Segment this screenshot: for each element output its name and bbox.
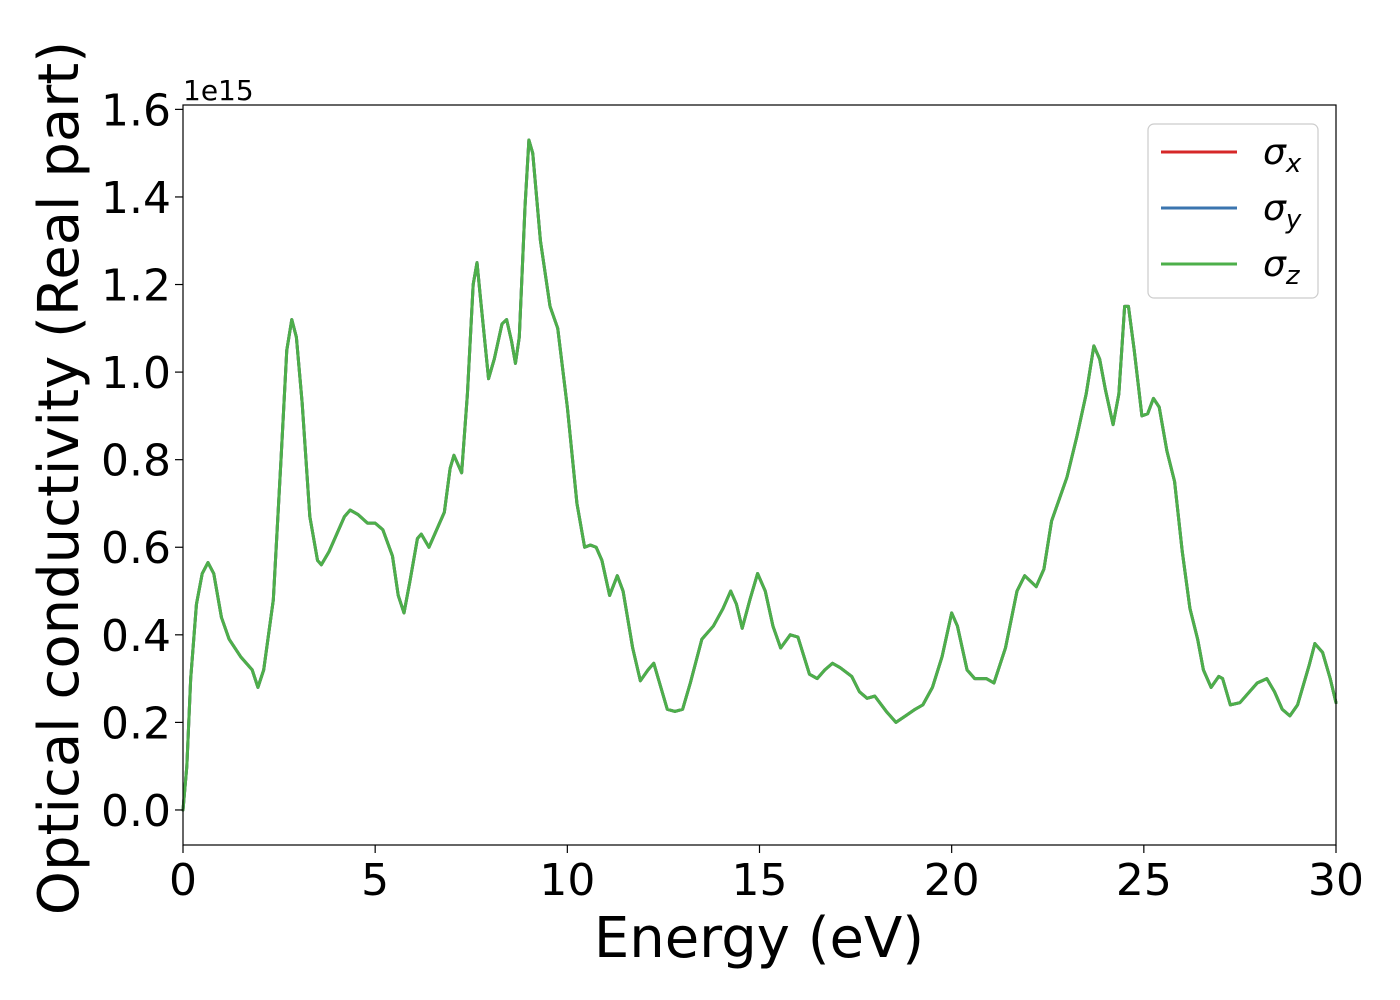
legend-box [1147,123,1319,299]
x-tick-label: 15 [732,855,788,906]
y-tick-label: 1.4 [101,173,171,224]
y-tick-label: 1.6 [101,85,171,136]
y-tick-label: 0.8 [101,436,171,487]
y-offset-label: 1e15 [183,74,254,107]
x-tick-label: 5 [361,855,389,906]
y-tick-label: 1.2 [101,261,171,312]
series-line-z [181,138,1338,812]
legend-label-x: σx [1263,132,1302,179]
x-axis: 0 5 10 15 20 25 30 [169,845,1364,906]
legend-label-y: σy [1263,188,1302,235]
y-tick-label: 0.0 [101,786,171,837]
series-layer [181,138,1338,812]
y-tick-label: 0.6 [101,523,171,574]
y-tick-label: 1.0 [101,348,171,399]
x-tick-label: 30 [1308,855,1364,906]
legend: σx σy σz [1147,123,1319,299]
y-axis-label: Optical conductivity (Real part) [27,41,92,915]
y-axis: 0.0 0.2 0.4 0.6 0.8 1.0 1.2 1.4 1.6 [101,85,183,837]
x-tick-label: 20 [924,855,980,906]
x-tick-label: 25 [1116,855,1172,906]
x-tick-label: 10 [539,855,595,906]
plot-area [183,105,1336,845]
legend-entries: σx σy σz [1161,132,1302,291]
legend-label-z: σz [1263,244,1301,291]
x-tick-label: 0 [169,855,197,906]
y-tick-label: 0.4 [101,611,171,662]
y-tick-label: 0.2 [101,698,171,749]
x-axis-label: Energy (eV) [594,906,924,971]
